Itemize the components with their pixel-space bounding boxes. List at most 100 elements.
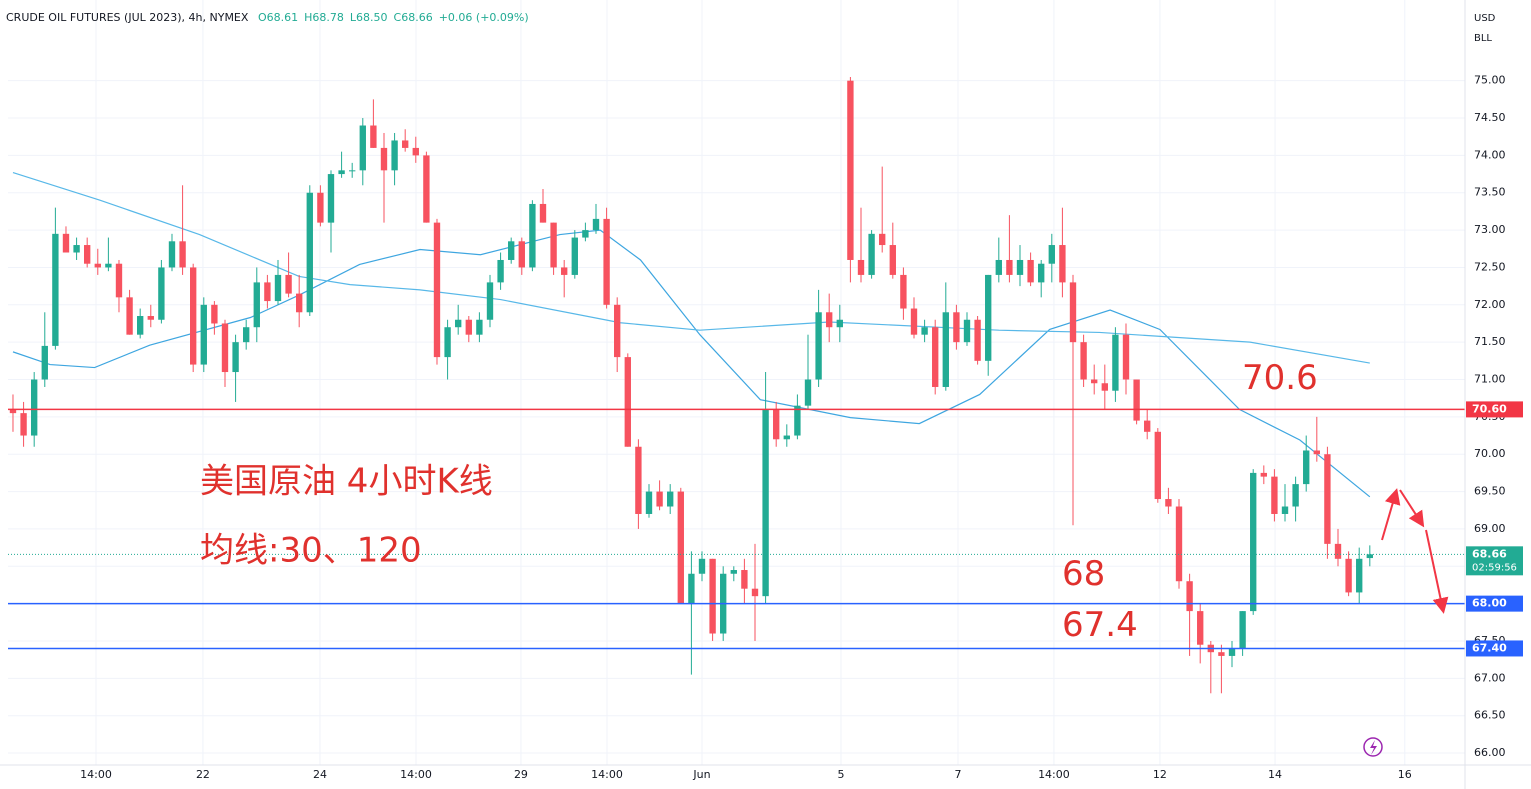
candle-body: [1165, 499, 1172, 507]
candle-body: [561, 267, 568, 275]
candle-body: [264, 282, 271, 302]
moving-average: [12, 172, 1370, 364]
candle-body: [200, 304, 207, 365]
candle-body: [1091, 379, 1098, 384]
price-label-box: [1466, 401, 1523, 418]
candle-body: [1366, 554, 1373, 559]
candle-body: [73, 245, 80, 253]
candle-body: [550, 222, 557, 268]
y-tick-label: 67.00: [1474, 671, 1506, 684]
moving-average: [12, 229, 1371, 498]
candle-body: [1271, 476, 1278, 514]
axes: 66.0066.5067.0067.5068.0068.5069.0069.50…: [80, 74, 1523, 781]
candle-body: [179, 241, 186, 268]
candle-body: [327, 174, 335, 223]
forecast-arrows: [1381, 488, 1449, 614]
candle-body: [974, 319, 981, 361]
candle-body: [571, 237, 578, 275]
x-tick-label: 22: [196, 768, 210, 781]
candle-body: [1133, 379, 1140, 421]
candle-body: [433, 222, 441, 358]
candle-body: [900, 274, 907, 309]
x-tick-label: 29: [514, 768, 528, 781]
x-tick-label: 24: [313, 768, 327, 781]
candle-body: [910, 308, 918, 335]
x-tick-label: 14:00: [1038, 768, 1070, 781]
y-tick-label: 74.00: [1474, 148, 1506, 161]
candle-body: [741, 570, 748, 589]
level-annotation: 70.6: [1242, 358, 1318, 398]
candle-body: [963, 319, 971, 343]
candle-body: [1048, 245, 1055, 264]
candle-body: [1175, 506, 1183, 582]
candle-body: [656, 491, 663, 507]
candle-body: [52, 233, 59, 346]
candle-body: [624, 357, 631, 447]
candle-body: [158, 267, 165, 320]
candle-body: [995, 259, 1002, 275]
candle-body: [1112, 334, 1119, 391]
candle-body: [1334, 543, 1342, 559]
candle-body: [147, 316, 154, 320]
ohlc-value: +0.06 (+0.09%): [439, 11, 529, 24]
last-price-box: [1466, 546, 1523, 576]
candle-body: [1144, 420, 1151, 432]
x-tick-label: 7: [954, 768, 961, 781]
note-title: 美国原油 4小时K线: [200, 462, 493, 502]
candle-body: [137, 316, 144, 335]
x-tick-label: 12: [1153, 768, 1167, 781]
x-tick-label: 14: [1268, 768, 1282, 781]
x-tick-label: 5: [837, 768, 844, 781]
candle-body: [857, 259, 865, 275]
candle-body: [751, 588, 759, 597]
candle-body: [762, 409, 769, 597]
candle-body: [1186, 581, 1193, 612]
candle-body: [274, 274, 282, 302]
candle-body: [221, 323, 229, 373]
candle-body: [518, 241, 525, 268]
candle-body: [370, 125, 377, 148]
candle-body: [412, 147, 419, 156]
candle-body: [1281, 506, 1289, 514]
y-tick-label: 71.50: [1474, 335, 1506, 348]
candle-body: [1069, 282, 1077, 343]
candle-body: [667, 491, 674, 507]
candle-body: [1122, 334, 1130, 380]
symbol-title: CRUDE OIL FUTURES (JUL 2023), 4h, NYMEX: [6, 11, 249, 24]
countdown: 02:59:56: [1472, 562, 1517, 573]
y-tick-label: 69.00: [1474, 522, 1506, 535]
candle-body: [465, 319, 472, 335]
level-annotation: 68: [1062, 554, 1105, 594]
ohlc-value: L68.50: [350, 11, 388, 24]
candle-body: [804, 379, 812, 406]
candle-body: [645, 491, 653, 514]
y-tick-label: 69.50: [1474, 485, 1506, 498]
candle-body: [677, 491, 684, 604]
currency: USD: [1474, 13, 1496, 24]
note-ma: 均线:30、120: [200, 531, 422, 571]
candle-body: [1345, 558, 1352, 593]
alert-icon-bolt: [1370, 740, 1377, 755]
candle-body: [243, 327, 250, 343]
grid: [8, 0, 1465, 765]
arrow: [1425, 529, 1449, 614]
candle-body: [105, 263, 112, 268]
candle-body: [41, 345, 48, 380]
ohlc-legend: O68.61 H68.78 L68.50 C68.66 +0.06 (+0.09%): [258, 11, 529, 24]
candle-body: [1239, 611, 1246, 649]
price-label-box: [1466, 640, 1523, 657]
arrow: [1381, 488, 1401, 541]
candle-body: [380, 147, 388, 171]
candle-body: [391, 140, 398, 171]
candle-body: [1324, 454, 1331, 544]
candle-body: [942, 312, 949, 387]
alert-icon[interactable]: [1363, 737, 1383, 757]
candle-body: [444, 327, 451, 358]
candle-body: [1016, 259, 1024, 275]
y-tick-label: 66.50: [1474, 709, 1506, 722]
candle-body: [730, 570, 737, 574]
candle-body: [84, 245, 91, 264]
candle-body: [349, 170, 356, 172]
y-tick-label: 70.00: [1474, 447, 1506, 460]
candle-body: [709, 558, 716, 634]
